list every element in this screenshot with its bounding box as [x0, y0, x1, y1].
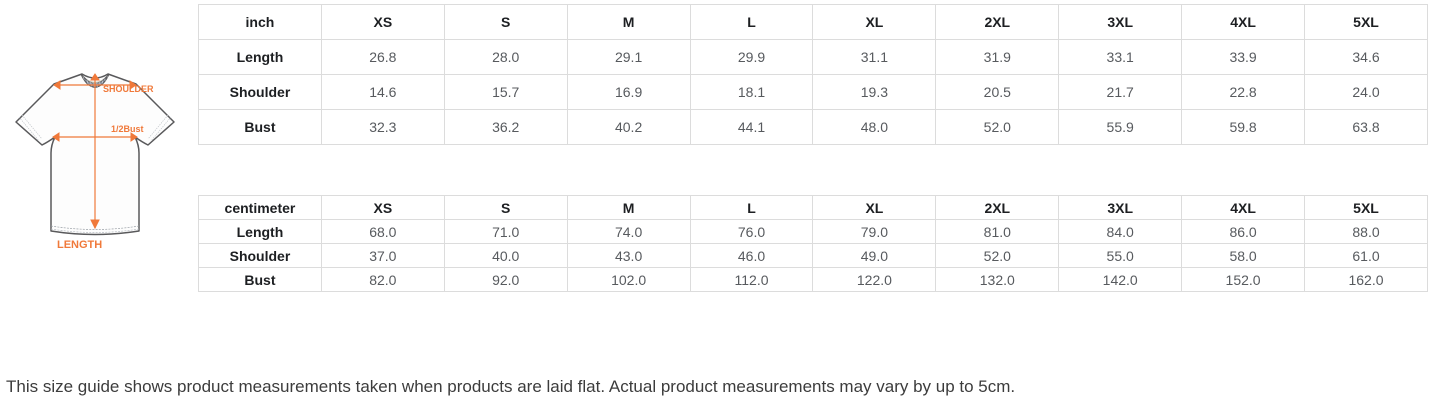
svg-text:1/2Bust: 1/2Bust: [111, 124, 144, 134]
svg-text:SHOULDER: SHOULDER: [103, 84, 154, 94]
svg-text:LENGTH: LENGTH: [57, 239, 102, 251]
